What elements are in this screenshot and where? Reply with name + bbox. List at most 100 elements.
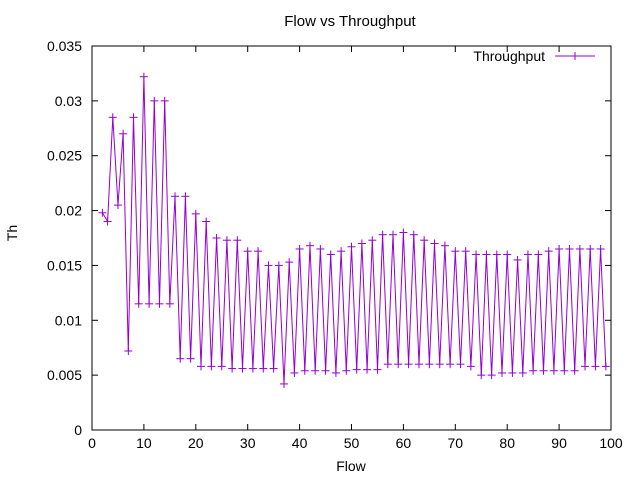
data-point (472, 250, 481, 259)
data-point (207, 362, 216, 371)
x-tick-label: 80 (499, 435, 515, 451)
data-point (212, 234, 221, 242)
x-axis: 0 10 20 30 40 50 60 70 80 90 100 (88, 46, 623, 451)
data-point (363, 365, 372, 374)
data-point (544, 247, 553, 256)
data-point (233, 236, 242, 245)
data-point (113, 201, 122, 210)
chart-title: Flow vs Throughput (284, 13, 416, 30)
data-point (326, 250, 335, 259)
data-point (342, 366, 351, 375)
x-tick-label: 90 (551, 435, 567, 451)
data-point (430, 239, 439, 248)
data-point (316, 244, 325, 253)
data-point (477, 371, 486, 380)
x-tick-label: 20 (188, 435, 204, 451)
data-point (601, 362, 610, 371)
y-axis: 0 0.005 0.01 0.015 0.02 0.025 0.03 0.035 (47, 38, 611, 438)
data-point (451, 247, 460, 256)
data-point (440, 241, 449, 250)
data-point (228, 364, 237, 373)
data-point (331, 368, 340, 377)
data-point (508, 368, 517, 377)
x-tick-label: 10 (136, 435, 152, 451)
data-point (165, 299, 174, 308)
data-point (446, 360, 455, 369)
data-point (139, 72, 148, 81)
data-point (238, 364, 247, 373)
data-point (264, 261, 273, 270)
data-point (129, 113, 138, 122)
data-point (196, 362, 205, 371)
data-point (98, 208, 107, 217)
data-point (160, 96, 169, 105)
data-point (124, 347, 133, 356)
x-tick-label: 40 (292, 435, 308, 451)
y-axis-label: Th (4, 225, 20, 241)
data-point (383, 360, 392, 369)
data-point (425, 360, 434, 369)
series-line (101, 76, 607, 384)
data-point (492, 250, 501, 259)
data-point (368, 236, 377, 245)
y-tick-label: 0.025 (47, 148, 82, 164)
y-tick-label: 0.01 (55, 312, 82, 328)
data-point (300, 366, 309, 375)
data-point (259, 364, 268, 373)
data-point (482, 250, 491, 259)
data-point (321, 366, 330, 375)
data-point (305, 241, 314, 250)
data-point (555, 244, 564, 253)
data-point (274, 261, 283, 270)
y-tick-label: 0.02 (55, 203, 82, 219)
data-point (155, 299, 164, 308)
x-tick-label: 100 (599, 435, 623, 451)
data-point (181, 192, 190, 201)
data-point (575, 244, 584, 253)
legend-label: Throughput (473, 48, 545, 64)
data-point (186, 354, 195, 363)
data-point (523, 250, 532, 259)
data-point (518, 368, 527, 377)
data-point (217, 362, 226, 371)
y-tick-label: 0.035 (47, 38, 82, 54)
data-point (103, 217, 112, 226)
y-tick-label: 0 (74, 422, 82, 438)
data-point (399, 228, 408, 237)
data-point (285, 258, 294, 267)
data-point (176, 354, 185, 363)
data-point (337, 247, 346, 256)
data-point (134, 299, 143, 308)
data-point (378, 230, 387, 239)
data-point (513, 255, 522, 264)
series-layer (98, 72, 610, 388)
data-point (373, 365, 382, 374)
data-point (570, 366, 579, 375)
data-point (254, 247, 263, 256)
data-point (420, 236, 429, 245)
data-point (108, 113, 117, 122)
data-point (565, 244, 574, 253)
data-point (280, 379, 289, 388)
data-point (243, 247, 252, 256)
data-point (534, 250, 543, 259)
data-point (596, 244, 605, 253)
data-point (591, 362, 600, 371)
data-point (404, 360, 413, 369)
data-point (581, 362, 590, 371)
x-tick-label: 0 (88, 435, 96, 451)
data-point (414, 360, 423, 369)
data-point (539, 366, 548, 375)
x-tick-label: 50 (344, 435, 360, 451)
data-point (529, 366, 538, 375)
data-point (503, 250, 512, 259)
data-point (487, 371, 496, 380)
data-point (311, 366, 320, 375)
x-tick-label: 30 (240, 435, 256, 451)
data-point (145, 299, 154, 308)
data-point (171, 192, 180, 201)
data-point (389, 230, 398, 239)
data-point (435, 360, 444, 369)
data-point (191, 209, 200, 218)
data-point (290, 368, 299, 377)
